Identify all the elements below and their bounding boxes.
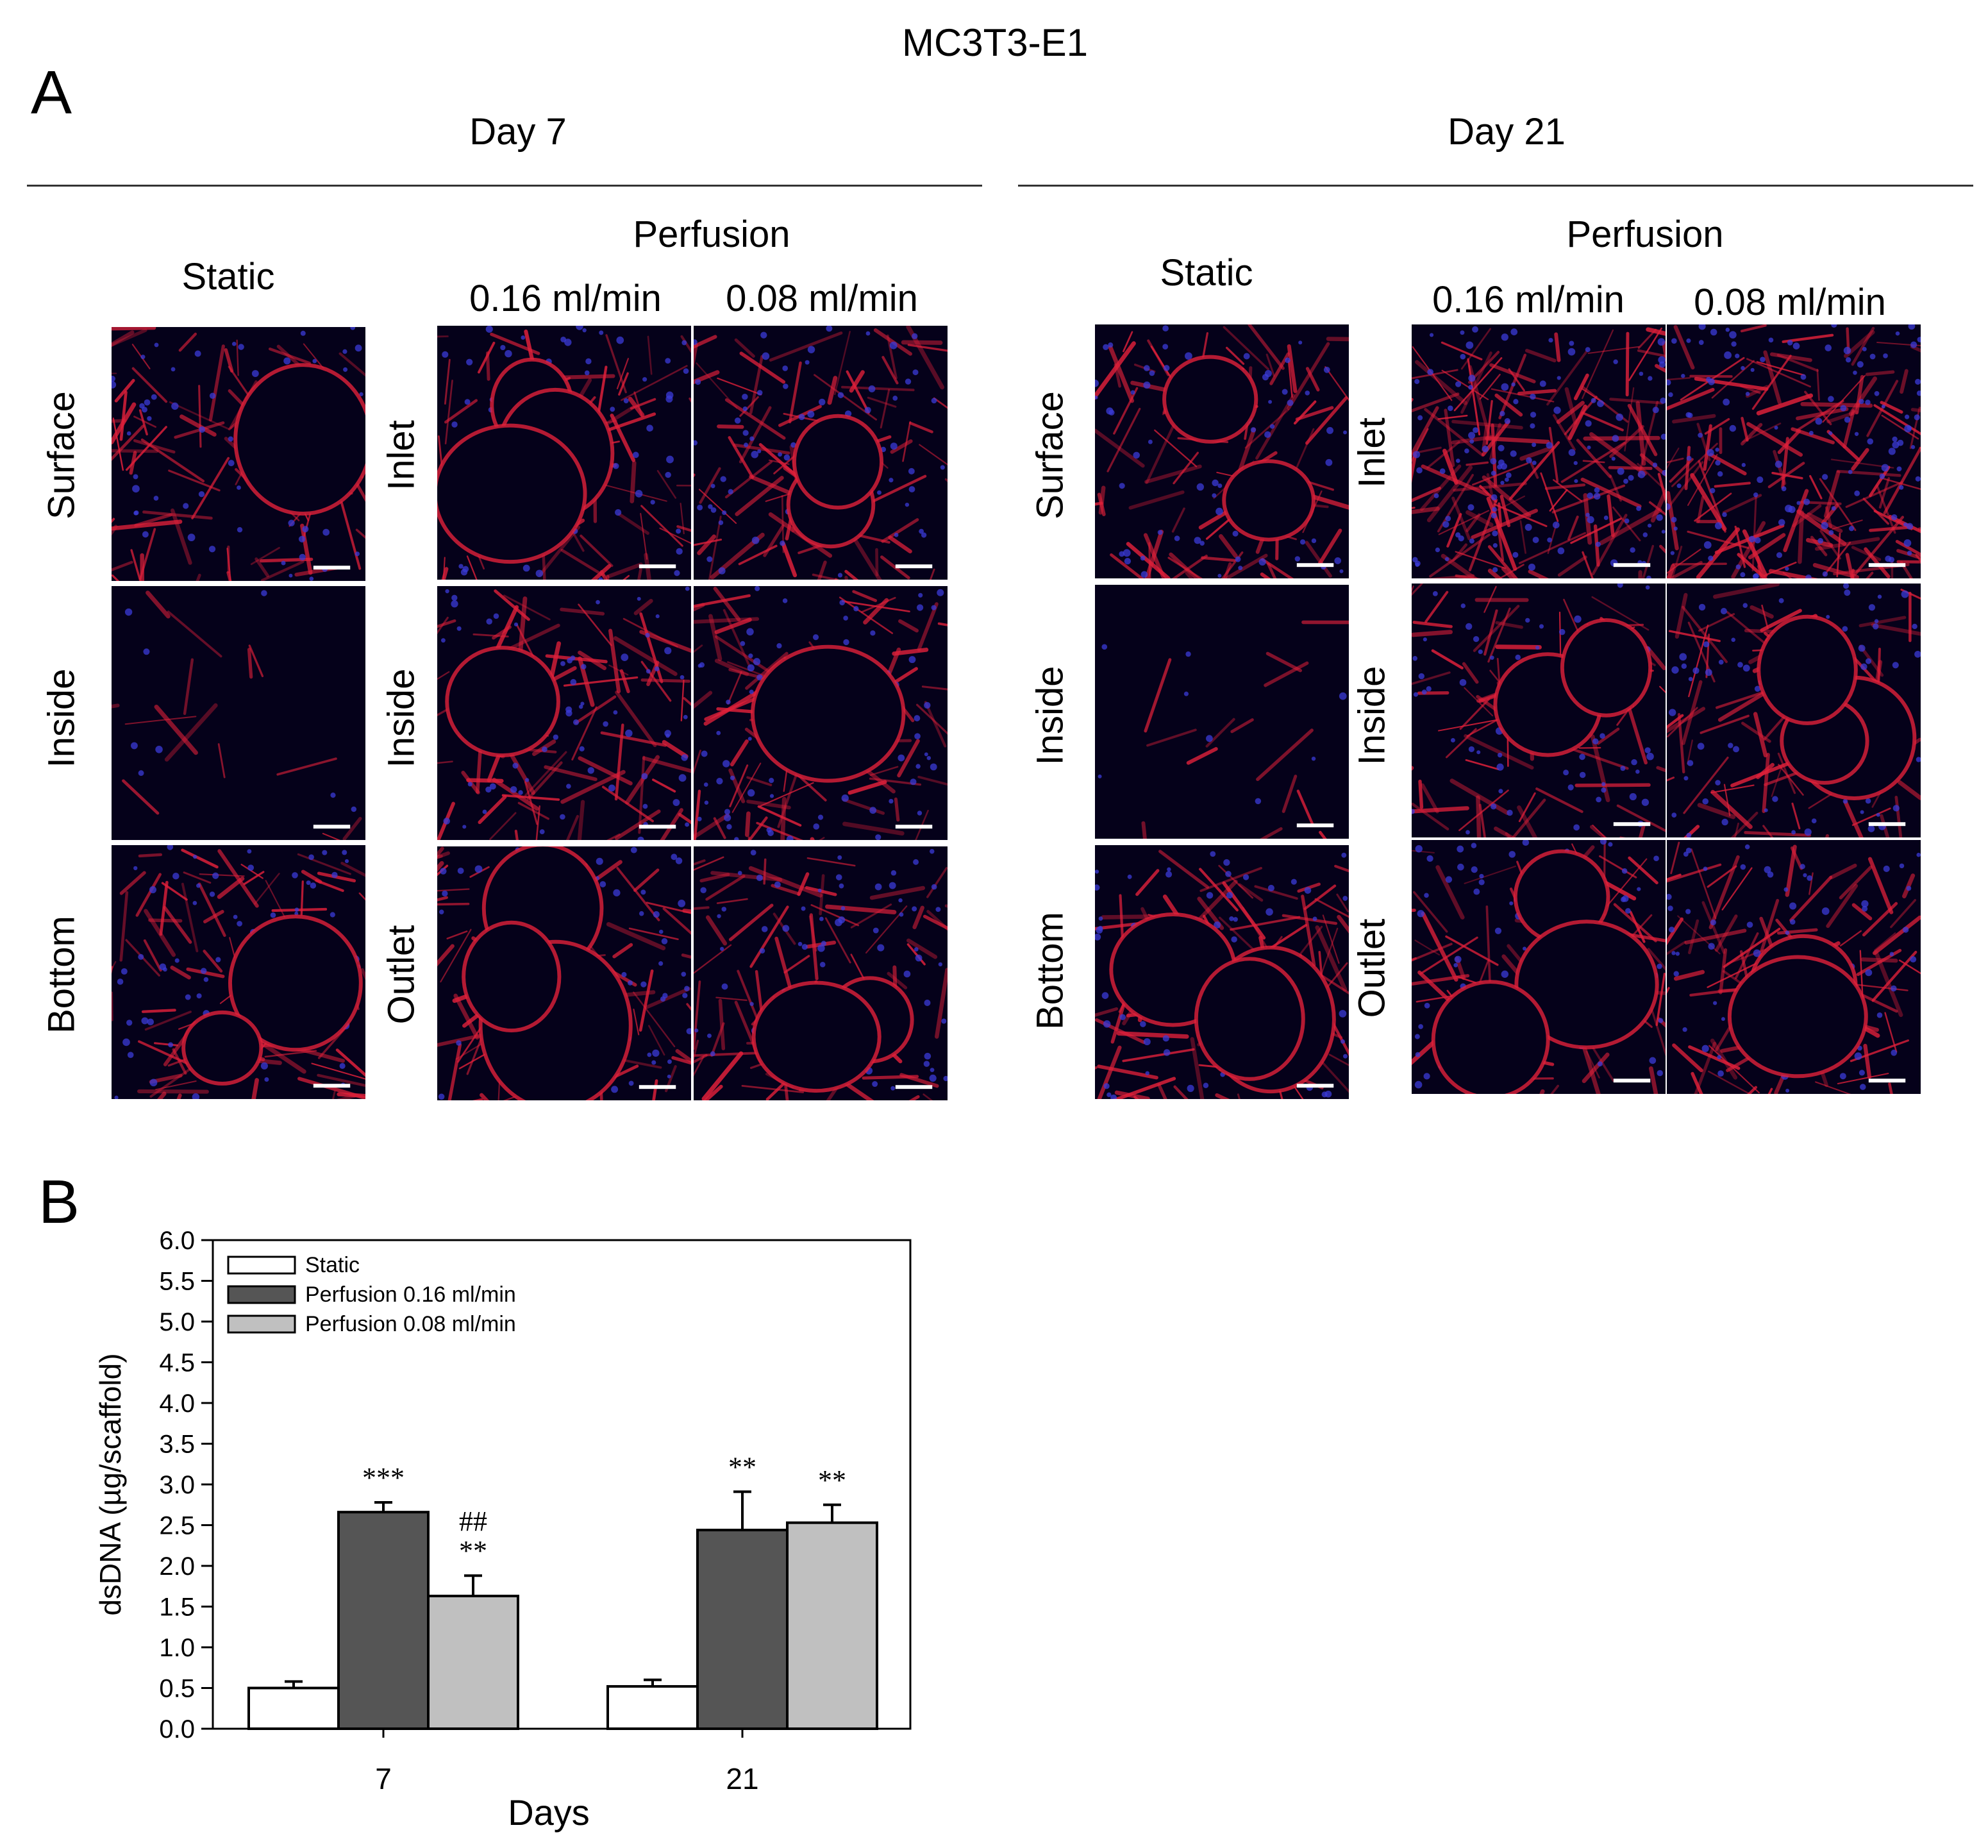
flow-rate-header: 0.16 ml/min <box>469 278 662 319</box>
scale-bar <box>895 564 933 569</box>
scale-bar <box>1613 563 1651 567</box>
static-header: Static <box>1160 252 1253 294</box>
micrograph-static-bottom <box>1094 844 1350 1100</box>
significance-marker: ** <box>728 1451 756 1483</box>
scale-bar <box>639 1085 676 1089</box>
y-tick-label: 3.0 <box>159 1471 195 1499</box>
scale-bar <box>1868 1079 1906 1083</box>
scale-bar <box>313 1084 351 1088</box>
day-label: Day 21 <box>1448 111 1566 153</box>
micrograph-perfusion-008-inside <box>692 585 949 841</box>
legend-swatch <box>227 1315 296 1334</box>
legend-label: Perfusion 0.08 ml/min <box>305 1312 516 1336</box>
micrograph-perfusion-016-inside <box>436 585 692 841</box>
day-divider-line <box>1018 185 1973 187</box>
bar <box>786 1521 878 1730</box>
micrograph-static-inside <box>1094 584 1350 840</box>
scale-bar <box>1613 822 1651 827</box>
flow-rate-header: 0.08 ml/min <box>1694 281 1886 323</box>
panel-a-letter: A <box>31 58 72 127</box>
y-axis-label: dsDNA (µg/scaffold) <box>94 1353 127 1615</box>
scale-bar <box>1296 563 1334 567</box>
micrograph-static-surface <box>1094 323 1350 580</box>
perfusion-header: Perfusion <box>633 214 790 255</box>
y-tick-label: 2.5 <box>159 1512 195 1540</box>
significance-marker: ## <box>459 1506 487 1537</box>
scale-bar <box>313 825 351 829</box>
legend-swatch <box>227 1256 296 1275</box>
day-divider-line <box>27 185 982 187</box>
x-axis-label: Days <box>508 1792 590 1833</box>
x-tick-label: 7 <box>375 1762 392 1795</box>
y-tick-label: 5.5 <box>159 1268 195 1296</box>
static-header: Static <box>181 256 275 298</box>
scale-bar <box>895 825 933 829</box>
scale-bar <box>1296 1084 1334 1088</box>
significance-marker: ** <box>818 1465 846 1496</box>
bar <box>337 1511 430 1730</box>
micrograph-static-inside <box>110 585 367 841</box>
bar <box>696 1529 789 1731</box>
perfusion-header: Perfusion <box>1566 214 1724 255</box>
figure-title: MC3T3-E1 <box>901 21 1089 64</box>
legend-swatch <box>227 1285 296 1304</box>
significance-marker: *** <box>362 1462 405 1493</box>
x-tick-label: 21 <box>726 1762 758 1795</box>
legend-label: Perfusion 0.16 ml/min <box>305 1282 516 1307</box>
micrograph-perfusion-016-inlet <box>436 324 692 581</box>
scale-bar <box>313 566 351 570</box>
scale-bar <box>1868 822 1906 827</box>
y-tick-label: 6.0 <box>159 1227 195 1255</box>
y-tick-label: 2.0 <box>159 1552 195 1581</box>
day-label: Day 7 <box>469 111 567 153</box>
micrograph-perfusion-008-inlet <box>692 324 949 581</box>
micrograph-static-surface <box>110 326 367 582</box>
micrograph-perfusion-008-outlet <box>692 845 949 1102</box>
micrograph-perfusion-016-outlet <box>1410 839 1667 1095</box>
bar <box>247 1686 340 1730</box>
micrograph-perfusion-008-outlet <box>1666 839 1922 1095</box>
y-tick-label: 5.0 <box>159 1308 195 1336</box>
micrograph-perfusion-008-inlet <box>1666 323 1922 580</box>
micrograph-perfusion-016-outlet <box>436 845 692 1102</box>
scale-bar <box>895 1085 933 1089</box>
y-tick-label: 4.5 <box>159 1349 195 1377</box>
micrograph-perfusion-016-inlet <box>1410 323 1667 580</box>
flow-rate-header: 0.08 ml/min <box>726 278 918 319</box>
scale-bar <box>639 825 676 829</box>
scale-bar <box>1868 563 1906 567</box>
scale-bar <box>639 564 676 569</box>
bar <box>427 1594 519 1730</box>
y-tick-label: 0.5 <box>159 1675 195 1703</box>
significance-marker: ** <box>459 1535 487 1567</box>
y-tick-label: 3.5 <box>159 1431 195 1459</box>
y-tick-label: 1.5 <box>159 1593 195 1622</box>
scale-bar <box>1296 823 1334 828</box>
y-tick-label: 0.0 <box>159 1715 195 1743</box>
flow-rate-header: 0.16 ml/min <box>1432 279 1625 321</box>
legend-label: Static <box>305 1253 360 1277</box>
scale-bar <box>1613 1079 1651 1083</box>
micrograph-static-bottom <box>110 844 367 1100</box>
panel-b-letter: B <box>38 1168 80 1236</box>
y-tick-label: 1.0 <box>159 1634 195 1662</box>
micrograph-perfusion-008-inside <box>1666 582 1922 839</box>
micrograph-perfusion-016-inside <box>1410 582 1667 839</box>
bar <box>606 1684 699 1730</box>
y-tick-label: 4.0 <box>159 1390 195 1418</box>
